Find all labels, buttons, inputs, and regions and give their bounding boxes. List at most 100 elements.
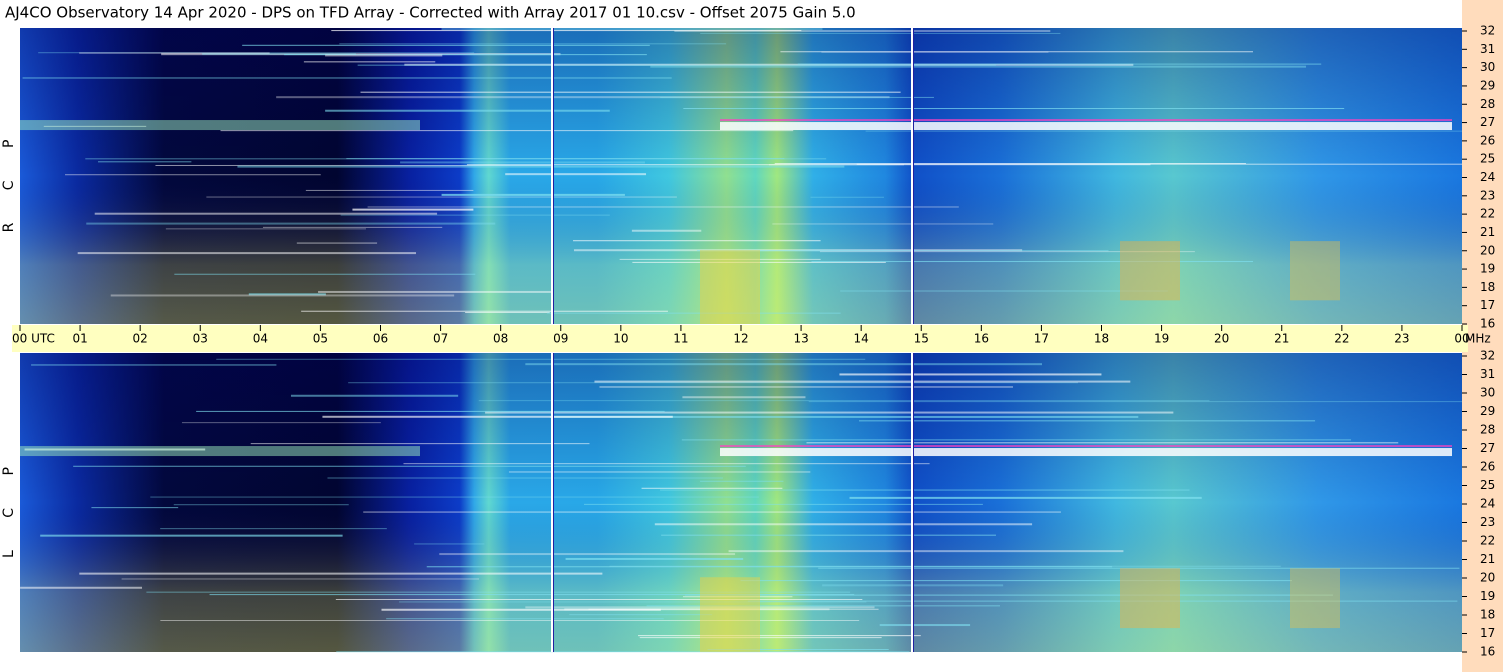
interference-line	[73, 465, 746, 467]
interference-line	[646, 605, 1000, 607]
interference-line	[22, 77, 672, 79]
interference-line	[573, 240, 821, 242]
interference-line	[296, 242, 378, 244]
frequency-label: 32	[1480, 24, 1495, 38]
frequency-label: 30	[1480, 386, 1495, 400]
interference-line	[206, 196, 677, 198]
time-label: 18	[1094, 332, 1109, 346]
interference-line	[325, 109, 610, 112]
interference-line	[465, 312, 550, 314]
interference-line	[414, 543, 485, 545]
time-unit: MHz	[1465, 332, 1491, 346]
frequency-label: 23	[1480, 188, 1495, 202]
interference-line	[381, 608, 661, 611]
interference-line	[318, 290, 552, 293]
frequency-label: 18	[1480, 608, 1495, 622]
time-label: 02	[133, 332, 148, 346]
interference-line	[683, 108, 1345, 110]
interference-line	[549, 415, 1139, 418]
frequency-label: 24	[1480, 497, 1495, 511]
interference-line	[155, 164, 554, 166]
interference-line	[632, 261, 886, 263]
interference-line	[98, 161, 192, 163]
time-label: 03	[193, 332, 208, 346]
interference-line	[810, 196, 884, 198]
frequency-label: 17	[1480, 626, 1495, 640]
band-27-edge	[720, 445, 1452, 448]
interference-line	[110, 294, 455, 297]
interference-line	[242, 44, 650, 46]
interference-line	[859, 420, 1316, 422]
interference-line	[363, 511, 1061, 513]
interference-line	[588, 608, 879, 610]
time-label: 06	[373, 332, 388, 346]
time-label: 19	[1154, 332, 1169, 346]
interference-line	[91, 507, 179, 509]
frequency-label: 18	[1480, 280, 1495, 294]
interference-line	[772, 223, 994, 225]
title: AJ4CO Observatory 14 Apr 2020 - DPS on T…	[5, 4, 856, 22]
calibration-line-dark	[913, 353, 914, 652]
interference-line	[146, 591, 851, 593]
interference-line	[681, 439, 1352, 441]
frequency-label: 21	[1480, 552, 1495, 566]
frequency-label: 20	[1480, 243, 1495, 257]
time-label: 15	[914, 332, 929, 346]
calibration-line-dark	[553, 28, 554, 324]
interference-line	[276, 96, 890, 99]
frequency-label: 23	[1480, 515, 1495, 529]
interference-line	[818, 567, 1460, 569]
calibration-line	[911, 28, 914, 324]
interference-line	[220, 130, 794, 132]
interference-line	[660, 489, 1190, 491]
interference-line	[747, 600, 1458, 602]
interference-line	[707, 648, 889, 650]
interference-line	[806, 442, 1399, 444]
interference-line	[367, 206, 959, 208]
frequency-label: 19	[1480, 589, 1495, 603]
frequency-label: 31	[1480, 367, 1495, 381]
panel-label: L C P	[1, 453, 17, 558]
interference-line	[654, 523, 1033, 526]
interference-line	[340, 214, 610, 216]
interference-line	[160, 620, 860, 622]
hot-spot	[1290, 241, 1340, 301]
interference-line	[811, 261, 1254, 263]
interference-line	[173, 504, 349, 506]
frequency-label: 20	[1480, 571, 1495, 585]
frequency-label: 19	[1480, 262, 1495, 276]
interference-line	[202, 53, 356, 55]
time-label: 22	[1334, 332, 1349, 346]
interference-line	[696, 250, 1109, 252]
interference-line	[160, 528, 387, 530]
band-27	[720, 122, 1452, 131]
interference-line	[684, 594, 1333, 596]
calibration-line	[551, 28, 554, 324]
interference-line	[879, 624, 971, 627]
calibration-line-dark	[553, 353, 554, 652]
interference-line	[728, 550, 1124, 553]
interference-line	[31, 364, 277, 366]
interference-line	[77, 252, 417, 255]
interference-line	[631, 229, 702, 232]
interference-line	[360, 91, 901, 93]
interference-line	[865, 130, 1462, 132]
interference-line	[196, 410, 665, 412]
interference-line	[769, 164, 904, 166]
interference-line	[478, 400, 1210, 402]
interference-line	[505, 173, 647, 176]
interference-line	[638, 635, 921, 637]
interference-line	[797, 63, 1322, 65]
frequency-label: 26	[1480, 460, 1495, 474]
hot-spot	[700, 250, 760, 324]
interference-line	[86, 222, 496, 225]
interference-line	[327, 477, 723, 479]
interference-line	[94, 212, 438, 215]
interference-line	[564, 608, 830, 611]
frequency-label: 32	[1480, 349, 1495, 363]
interference-line	[839, 373, 1102, 376]
interference-line	[335, 598, 863, 600]
interference-line	[348, 382, 1078, 384]
interference-line	[808, 401, 1462, 403]
